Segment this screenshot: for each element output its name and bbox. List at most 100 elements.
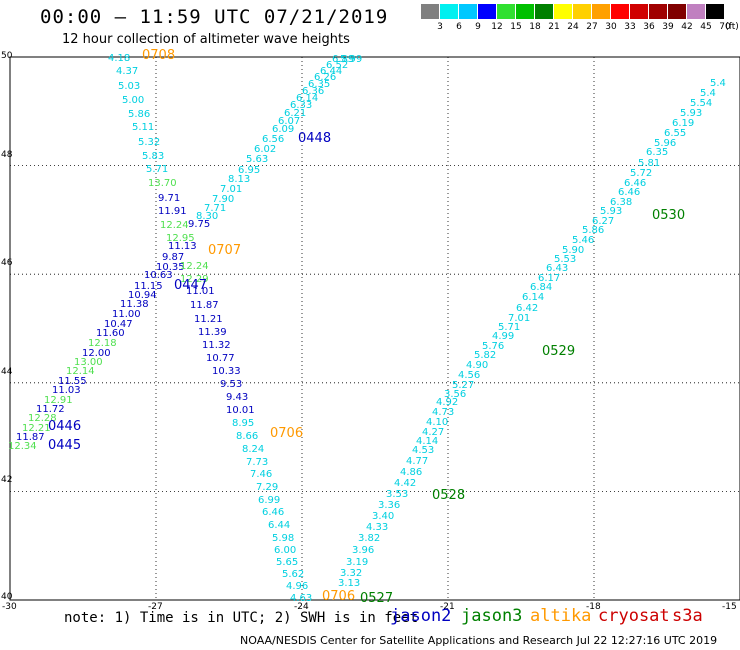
legend-label: 21	[548, 22, 560, 32]
wave-height-value: 6.21	[284, 108, 306, 119]
wave-height-value: 4.92	[436, 397, 458, 408]
sat-altika-label: altika	[530, 606, 592, 626]
legend-swatch	[421, 4, 439, 19]
legend-label: 33	[624, 22, 636, 32]
wave-height-value: 5.71	[498, 322, 520, 333]
wave-height-value: 4.10	[426, 417, 448, 428]
wave-height-value: 11.13	[168, 241, 197, 252]
wave-height-value: 10.63	[144, 270, 173, 281]
wave-height-value: 6.26	[314, 72, 336, 83]
wave-height-value: 11.91	[158, 206, 187, 217]
wave-height-value: 7.01	[220, 184, 242, 195]
pass-time-label: 0708	[142, 48, 175, 63]
wave-height-value: 6.43	[546, 263, 568, 274]
wave-height-value: 11.15	[134, 281, 163, 292]
x-tick-label: -18	[586, 602, 601, 612]
wave-height-value: 4.96	[286, 581, 308, 592]
wave-height-value: 9.75	[188, 219, 210, 230]
wave-height-value: 12.24	[180, 261, 209, 272]
pass-time-label: 0447	[174, 278, 207, 293]
wave-height-value: 8.24	[242, 444, 264, 455]
x-tick-label: -15	[722, 602, 737, 612]
legend-label: 30	[605, 22, 617, 32]
wave-height-value: 6.35	[308, 79, 330, 90]
pass-time-label: 0530	[652, 208, 685, 223]
legend-swatch	[459, 4, 477, 19]
legend-swatch	[706, 4, 724, 19]
wave-height-value: 5.65	[276, 557, 298, 568]
wave-height-value: 5.00	[122, 95, 144, 106]
legend-swatch	[497, 4, 515, 19]
footer-credit: NOAA/NESDIS Center for Satellite Applica…	[240, 634, 718, 647]
legend-swatch	[573, 4, 591, 19]
legend-swatch	[440, 4, 458, 19]
wave-height-value: 5.76	[482, 341, 504, 352]
wave-height-value: 6.38	[610, 197, 632, 208]
wave-height-value: 6.89	[332, 54, 354, 65]
page-title: 00:00 — 11:59 UTC 07/21/2019	[40, 6, 389, 28]
x-tick-label: -30	[2, 602, 17, 612]
wave-height-value: 6.44	[268, 520, 290, 531]
wave-height-value: 5.93	[600, 206, 622, 217]
wave-height-value: 5.71	[146, 164, 168, 175]
legend-label: 6	[456, 22, 462, 32]
pass-time-label: 0529	[542, 344, 575, 359]
wave-height-value: 5.72	[630, 168, 652, 179]
legend-swatch	[611, 4, 629, 19]
wave-height-value: 11.87	[16, 432, 45, 443]
wave-height-value: 5.83	[142, 151, 164, 162]
legend-swatch	[535, 4, 553, 19]
sat-s3a-label: s3a	[672, 606, 703, 626]
wave-height-value: 7.29	[256, 482, 278, 493]
wave-height-value: 11.38	[120, 299, 149, 310]
wave-height-value: 5.86	[128, 109, 150, 120]
y-tick-label: 50	[1, 51, 13, 61]
wave-height-value: 3.40	[372, 511, 394, 522]
wave-height-value: 8.95	[232, 418, 254, 429]
legend-label: 45	[700, 22, 712, 32]
wave-height-value: 3.53	[386, 489, 408, 500]
wave-height-value: 9.53	[220, 379, 242, 390]
wave-height-value: 6.42	[516, 303, 538, 314]
wave-height-value: 5.90	[562, 245, 584, 256]
pass-time-label: 0527	[360, 591, 393, 606]
wave-height-value: 6.36	[302, 86, 324, 97]
wave-height-value: 4.37	[116, 66, 138, 77]
wave-height-value: 8.66	[236, 431, 258, 442]
x-tick-label: -27	[148, 602, 163, 612]
wave-height-value: 11.01	[186, 286, 215, 297]
wave-height-value: 7.73	[246, 457, 268, 468]
wave-height-value: 6.55	[664, 128, 686, 139]
pass-time-label: 0528	[432, 488, 465, 503]
wave-height-value: 5.63	[246, 154, 268, 165]
legend-label: 9	[475, 22, 481, 32]
wave-height-value: 6.09	[272, 124, 294, 135]
wave-height-value: 6.07	[278, 116, 300, 127]
legend-label: 3	[437, 22, 443, 32]
wave-height-value: 12.34	[8, 441, 37, 452]
wave-height-value: 7.90	[212, 194, 234, 205]
wave-height-value: 6.17	[538, 273, 560, 284]
sat-cryosat-label: cryosat	[598, 606, 670, 626]
wave-height-value: 11.87	[190, 300, 219, 311]
wave-height-value: 12.21	[22, 423, 51, 434]
wave-height-value: 10.35	[156, 262, 185, 273]
wave-height-value: 4.18	[108, 53, 130, 64]
wave-height-value: 3.56	[444, 389, 466, 400]
wave-height-value: 4.73	[432, 407, 454, 418]
y-tick-label: 44	[1, 366, 13, 377]
wave-height-value: 7.71	[204, 203, 226, 214]
wave-height-value: 11.21	[194, 314, 223, 325]
wave-height-value: 5.46	[572, 235, 594, 246]
wave-height-value: 3.96	[352, 545, 374, 556]
wave-height-value: 5.54	[690, 98, 712, 109]
wave-height-value: 6.46	[624, 178, 646, 189]
wave-height-value: 4.14	[416, 436, 438, 447]
legend-swatch	[592, 4, 610, 19]
wave-height-value: 4.33	[366, 522, 388, 533]
wave-height-value: 4.42	[394, 478, 416, 489]
wave-height-value: 10.77	[206, 353, 235, 364]
wave-height-value: 5.93	[680, 108, 702, 119]
legend-label: 36	[643, 22, 655, 32]
wave-height-value: 6.02	[254, 144, 276, 155]
